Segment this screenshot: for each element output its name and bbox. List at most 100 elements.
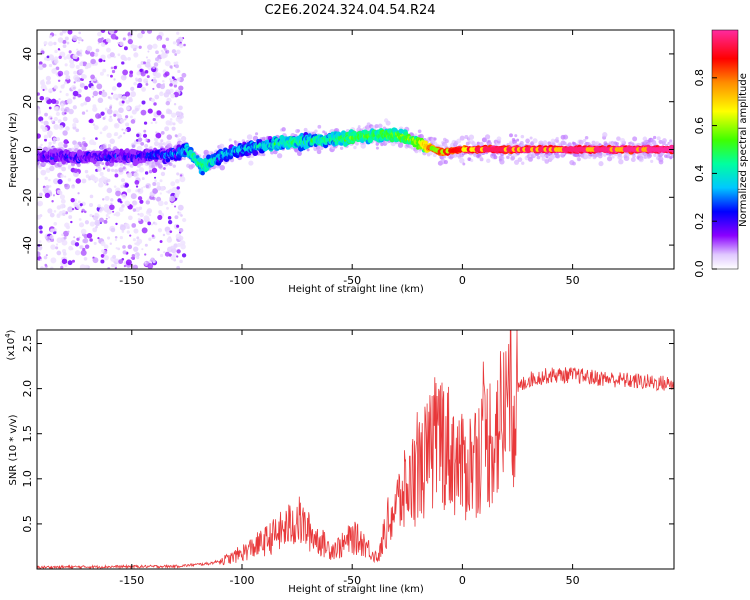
spectrogram-noise-point [42, 79, 45, 82]
spectrogram-noise-point [143, 129, 147, 133]
spectrogram-noise-point [97, 37, 103, 43]
spectrogram-noise-point [144, 261, 147, 264]
spectrogram-noise-point [135, 185, 139, 188]
spectrogram-noise-point [165, 190, 168, 193]
spectrogram-noise-point [82, 137, 86, 140]
spectrogram-noise-point [61, 166, 67, 172]
spectrogram-noise-point [97, 237, 100, 240]
spectrogram-noise-point [117, 53, 121, 57]
spectrogram-noise-point [100, 30, 106, 34]
spectrogram-halo-point [107, 144, 112, 148]
spectrogram-noise-point [136, 169, 139, 172]
spectrogram-noise-point [100, 259, 105, 264]
spectrogram-noise-point [77, 88, 82, 93]
spectrogram-noise-point [81, 39, 84, 42]
spectrogram-noise-point [83, 101, 88, 106]
spectrogram-noise-point [180, 214, 183, 217]
spectrogram-noise-point [139, 189, 143, 193]
spectrogram-halo-point [506, 155, 510, 160]
spectrogram-noise-point [172, 80, 178, 85]
spectrogram-noise-point [39, 230, 43, 234]
spectrogram-halo-point [509, 133, 513, 138]
spectrogram-noise-point [40, 169, 47, 176]
spectrogram-halo-point [360, 143, 367, 149]
spectrogram-noise-point [103, 204, 109, 209]
spectrogram-noise-point [79, 62, 84, 67]
spectrogram-noise-point [64, 36, 69, 41]
spectrogram-noise-point [70, 240, 77, 246]
spectrogram-halo-point [414, 149, 419, 154]
spectrogram-halo-point [160, 139, 164, 143]
spectrogram-noise-point [144, 243, 148, 247]
spectrogram-noise-point [162, 69, 167, 73]
spectrogram-halo-point [315, 145, 320, 150]
spectrogram-noise-point [122, 245, 126, 249]
spectrogram-noise-point [130, 115, 133, 119]
spectrogram-halo-point [459, 157, 465, 164]
spectrogram-noise-point [61, 233, 64, 237]
spectrogram-noise-point [110, 74, 113, 78]
spectrogram-halo-point [459, 135, 465, 141]
spectrogram-noise-point [44, 99, 47, 102]
spectrogram-noise-point [106, 132, 112, 139]
spectrogram-noise-point [141, 177, 145, 181]
spectrogram-halo-point [602, 132, 608, 138]
spectrogram-noise-point [126, 226, 130, 230]
spectrogram-noise-point [92, 123, 96, 126]
spectrogram-noise-point [68, 108, 74, 115]
spectrogram-noise-point [38, 64, 44, 71]
spectrogram-noise-point [120, 178, 126, 183]
spectrogram-noise-point [86, 45, 93, 52]
spectrogram-noise-point [174, 193, 180, 199]
spectrogram-halo-point [476, 141, 480, 145]
spectrogram-noise-point [113, 263, 118, 268]
spectrogram-halo-point [542, 140, 548, 145]
spectrogram-noise-point [50, 120, 54, 123]
spectrogram-halo-point [410, 146, 414, 150]
spectrogram-halo-point [353, 145, 357, 150]
spectrogram-noise-point [164, 71, 170, 77]
spectrogram-ridge-point [165, 157, 171, 163]
spectrogram-noise-point [177, 211, 180, 214]
spectrogram-halo-point [130, 142, 137, 148]
spectrogram-noise-point [102, 127, 107, 132]
spectrogram-noise-point [52, 140, 56, 144]
spectrogram-noise-point [50, 266, 54, 269]
spectrogram-noise-point [48, 106, 52, 110]
spectrogram-noise-point [112, 254, 117, 259]
spectrogram-noise-point [176, 49, 181, 55]
spectrogram-halo-point [638, 156, 644, 163]
spectrogram-noise-point [163, 167, 166, 170]
spectrogram-noise-point [134, 179, 140, 185]
spectrogram-halo-point [562, 141, 567, 146]
spectrogram-noise-point [50, 257, 57, 264]
spectrogram-noise-point [78, 31, 82, 35]
spectrogram-noise-point [92, 104, 97, 109]
spectrogram-noise-point [80, 102, 84, 107]
spectrogram-noise-point [135, 77, 138, 81]
spectrogram-noise-point [161, 51, 165, 54]
spectrogram-noise-point [116, 113, 122, 119]
spectrogram-noise-point [176, 265, 180, 269]
spectrogram-noise-point [125, 115, 129, 119]
spectrogram-noise-point [181, 253, 187, 258]
spectrogram-noise-point [156, 185, 162, 191]
spectrogram-noise-point [70, 197, 75, 203]
spectrogram-noise-point [40, 143, 43, 147]
spectrogram-noise-point [38, 116, 44, 122]
spectrogram-noise-point [38, 61, 43, 65]
spectrogram-noise-point [117, 198, 122, 203]
spectrogram-halo-point [84, 169, 89, 174]
spectrogram-noise-point [145, 184, 149, 189]
spectrogram-noise-point [38, 225, 43, 230]
spectrogram-noise-point [40, 124, 45, 129]
spectrogram-noise-point [103, 255, 109, 261]
spectrogram-noise-point [173, 61, 177, 65]
spectrogram-noise-point [178, 105, 183, 111]
spectrogram-halo-point [118, 167, 124, 173]
spectrogram-noise-point [125, 122, 130, 127]
spectrogram-noise-point [79, 82, 83, 85]
spectrogram-noise-point [86, 62, 92, 69]
spectrogram-halo-point [479, 155, 483, 160]
spectrogram-noise-point [62, 116, 68, 122]
